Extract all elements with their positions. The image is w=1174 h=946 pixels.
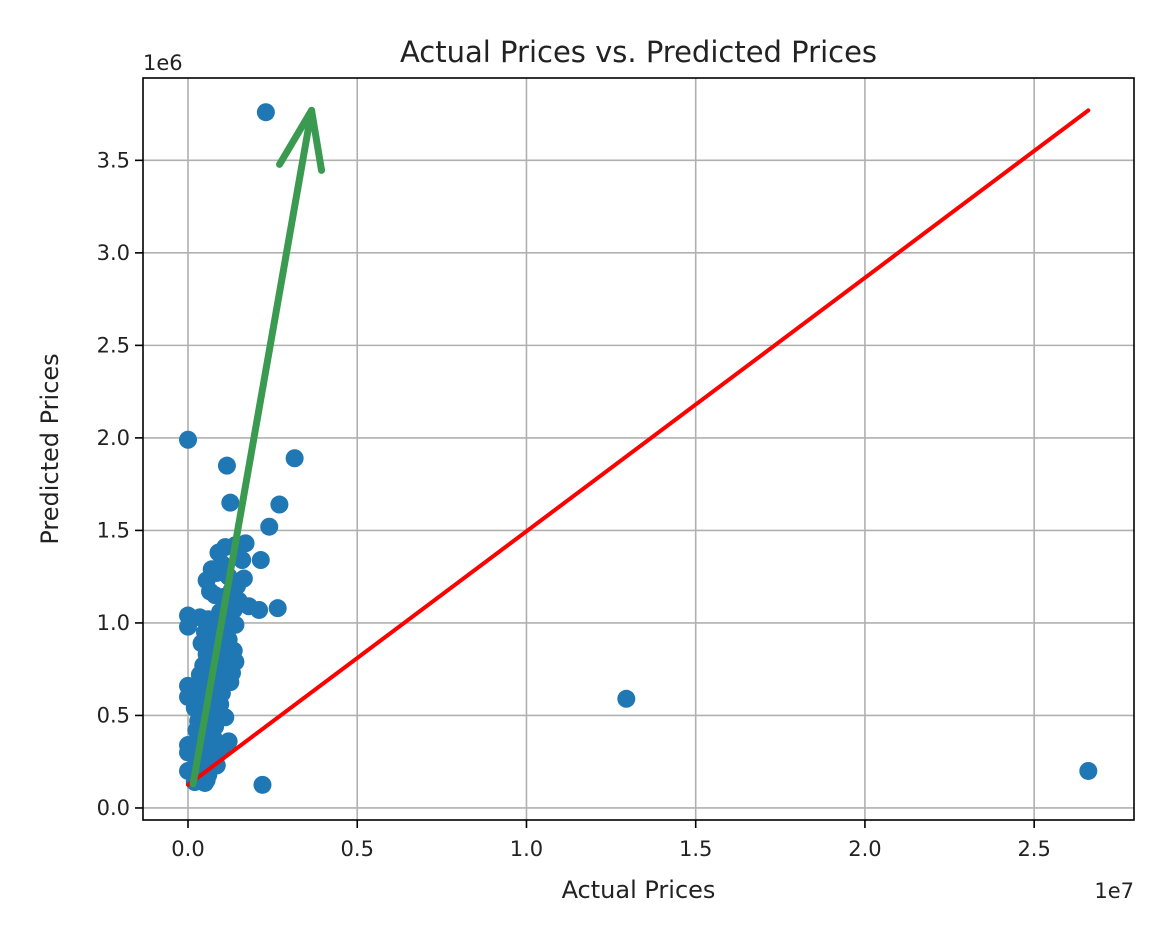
data-point — [250, 600, 269, 619]
data-point — [224, 600, 243, 619]
data-point — [251, 551, 270, 570]
data-point — [285, 449, 304, 468]
x-axis-ticks: 0.0 0.5 1.0 1.5 2.0 2.5 — [171, 820, 1051, 861]
y-tick-label: 0.0 — [97, 796, 130, 820]
y-tick-label: 2.0 — [97, 426, 130, 450]
data-point — [217, 456, 236, 475]
data-point — [260, 517, 279, 536]
y-tick-label: 0.5 — [97, 703, 130, 727]
x-tick-label: 2.0 — [848, 837, 881, 861]
x-tick-label: 0.5 — [341, 837, 374, 861]
annotation-arrow-layer — [189, 106, 326, 788]
gridlines — [143, 78, 1134, 820]
annotation-arrow-shaft — [189, 106, 316, 788]
y-axis-label: Predicted Prices — [36, 353, 64, 544]
x-tick-label: 0.0 — [171, 837, 204, 861]
y-tick-label: 3.5 — [97, 148, 130, 172]
annotation-arrow-head — [276, 106, 326, 174]
y-tick-label: 1.0 — [97, 611, 130, 635]
data-point — [256, 103, 275, 122]
chart-title: Actual Prices vs. Predicted Prices — [400, 35, 877, 69]
y-axis-ticks: 0.0 0.5 1.0 1.5 2.0 2.5 3.0 3.5 — [97, 148, 143, 820]
y-tick-label: 3.0 — [97, 241, 130, 265]
data-point — [179, 617, 198, 636]
reference-line-layer — [186, 108, 1091, 787]
y-axis-offset-text: 1e6 — [143, 51, 183, 75]
x-axis-offset-text: 1e7 — [1094, 879, 1134, 903]
data-point — [195, 773, 214, 792]
y-tick-label: 1.5 — [97, 518, 130, 542]
x-tick-label: 1.0 — [510, 837, 543, 861]
x-tick-label: 2.5 — [1017, 837, 1050, 861]
x-axis-label: Actual Prices — [562, 876, 716, 904]
x-tick-label: 1.5 — [679, 837, 712, 861]
data-point — [270, 495, 289, 514]
plot-frame — [142, 77, 1135, 821]
data-point — [617, 689, 636, 708]
data-point — [268, 599, 287, 618]
data-point — [226, 615, 245, 634]
data-point — [253, 775, 272, 794]
data-point — [1079, 761, 1098, 780]
data-point — [233, 551, 252, 570]
y-tick-label: 2.5 — [97, 333, 130, 357]
data-point — [179, 430, 198, 449]
reference-line — [186, 108, 1091, 787]
data-point — [221, 493, 240, 512]
